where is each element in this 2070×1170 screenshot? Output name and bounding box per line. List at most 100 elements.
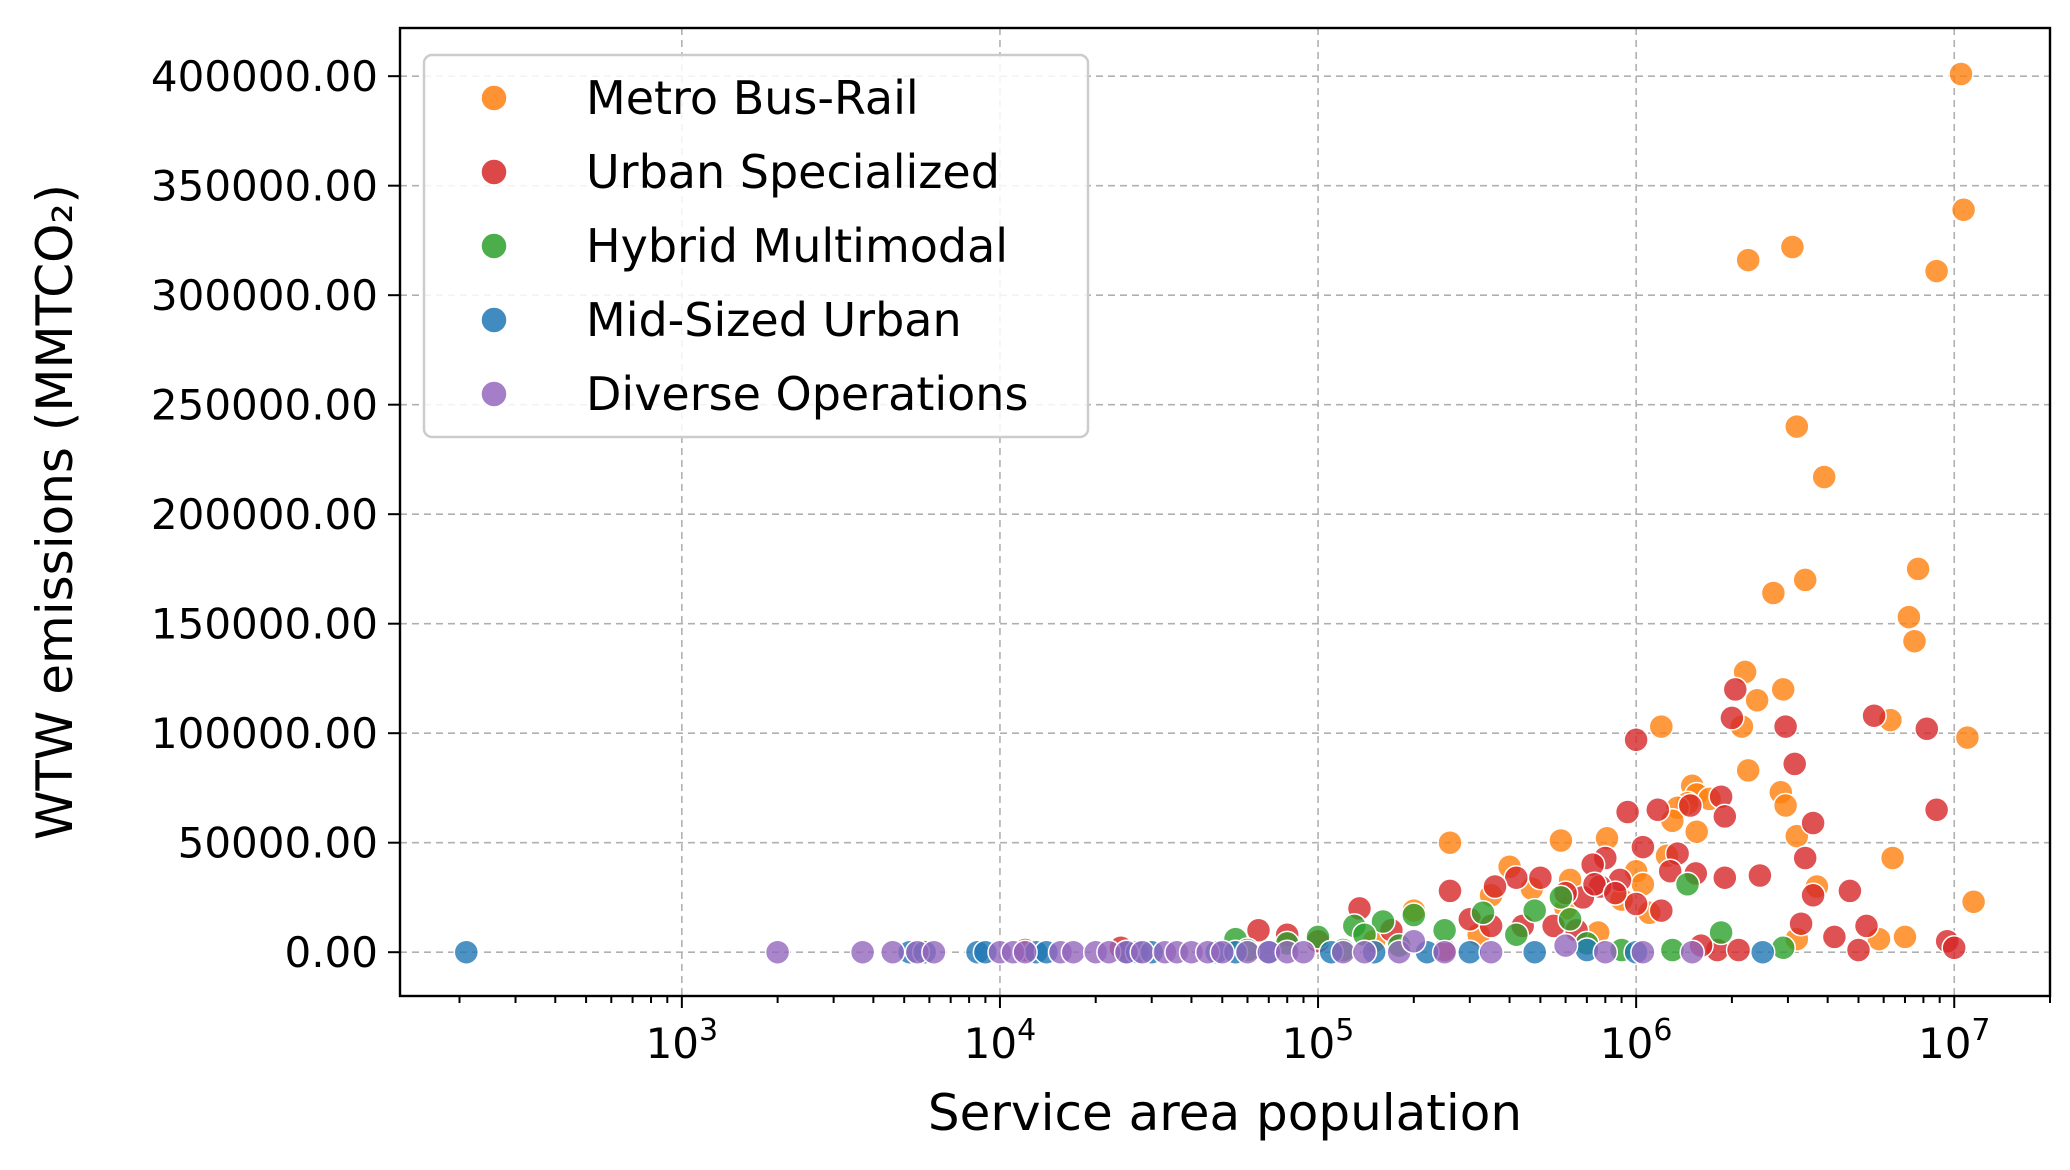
data-point	[1800, 882, 1826, 909]
data-point	[1478, 939, 1504, 965]
data-point	[1431, 917, 1458, 944]
legend-marker	[480, 380, 508, 408]
data-point	[1431, 939, 1458, 965]
data-point	[1351, 939, 1378, 965]
data-point	[879, 939, 906, 965]
y-tick-label: 50000.00	[178, 819, 378, 868]
data-point	[764, 939, 791, 965]
data-point	[1645, 797, 1671, 823]
data-point	[1503, 921, 1530, 948]
legend-marker	[480, 306, 508, 334]
data-point	[1954, 724, 1981, 751]
data-point	[1735, 247, 1761, 273]
data-point	[1845, 937, 1872, 963]
y-axis-label: WTW emissions (MMTCO₂)	[26, 184, 84, 840]
data-point	[1792, 567, 1818, 593]
data-point	[1330, 939, 1356, 965]
data-point	[1811, 464, 1837, 490]
data-point	[1712, 864, 1738, 891]
x-tick-label: 107	[1918, 1013, 1991, 1068]
data-point	[1948, 61, 1974, 87]
data-point	[1712, 803, 1738, 830]
data-point	[1744, 687, 1770, 714]
data-point	[1592, 939, 1619, 965]
data-point	[1923, 258, 1950, 284]
data-point	[1503, 864, 1530, 891]
data-point	[1482, 873, 1508, 900]
data-point	[1772, 792, 1799, 819]
data-point	[1557, 906, 1583, 933]
data-point	[1905, 556, 1931, 582]
y-tick-label: 350000.00	[151, 162, 378, 211]
data-point	[1521, 939, 1548, 965]
data-point	[1623, 891, 1649, 917]
legend-label: Metro Bus-Rail	[586, 71, 919, 125]
x-tick-label: 104	[964, 1013, 1037, 1068]
data-point	[1853, 913, 1880, 939]
legend-label: Hybrid Multimodal	[586, 219, 1008, 273]
data-point	[1861, 702, 1887, 729]
data-point	[1960, 889, 1987, 915]
data-point	[1879, 845, 1906, 871]
data-point	[1548, 884, 1574, 911]
y-tick-label: 250000.00	[151, 381, 378, 430]
data-point	[1770, 676, 1796, 703]
y-tick-label: 150000.00	[151, 600, 378, 649]
data-point	[1234, 939, 1261, 965]
data-point	[1914, 716, 1940, 742]
data-point	[1708, 919, 1734, 946]
x-tick-label: 106	[1600, 1013, 1673, 1068]
legend-marker	[480, 158, 508, 186]
data-point	[1725, 937, 1752, 963]
data-point	[1437, 878, 1463, 904]
legend-label: Urban Specialized	[586, 145, 1000, 199]
data-point	[1679, 939, 1705, 965]
data-point	[1923, 797, 1950, 823]
data-point	[1548, 827, 1574, 854]
data-point	[1614, 799, 1641, 825]
data-point	[1129, 939, 1155, 965]
data-point	[1941, 935, 1967, 961]
data-point	[1521, 897, 1548, 924]
data-point	[1401, 902, 1427, 928]
data-point	[1837, 878, 1863, 904]
legend-label: Mid-Sized Urban	[586, 293, 962, 347]
data-point	[1892, 924, 1918, 950]
legend-box	[422, 53, 1090, 439]
data-point	[1719, 705, 1745, 731]
data-point	[1781, 751, 1808, 777]
data-point	[1648, 897, 1675, 924]
data-point	[1370, 908, 1396, 935]
data-point	[1623, 727, 1649, 753]
data-point	[1245, 917, 1272, 944]
data-point	[849, 939, 876, 965]
x-tick-label: 103	[646, 1013, 719, 1068]
x-axis-label: Service area population	[928, 1084, 1522, 1142]
data-point	[1674, 871, 1701, 898]
data-point	[1209, 939, 1236, 965]
y-tick-label: 0.00	[284, 928, 378, 977]
data-point	[1784, 413, 1810, 440]
data-point	[1457, 939, 1483, 965]
data-point	[1788, 910, 1814, 937]
data-point	[1722, 676, 1749, 703]
legend-marker	[480, 84, 508, 112]
data-point	[1821, 924, 1848, 950]
legend-marker	[480, 232, 508, 260]
data-point	[1683, 818, 1710, 845]
data-point	[1648, 713, 1675, 740]
data-point	[1779, 234, 1806, 260]
y-tick-label: 100000.00	[151, 709, 378, 758]
data-point	[1437, 829, 1463, 856]
data-point	[1527, 864, 1554, 891]
y-tick-label: 300000.00	[151, 271, 378, 320]
data-point	[1012, 939, 1038, 965]
data-point	[1896, 604, 1922, 630]
data-point	[1602, 880, 1629, 906]
data-point	[453, 939, 480, 965]
y-tick-label: 400000.00	[151, 52, 378, 101]
data-point	[1760, 580, 1787, 606]
data-points	[453, 61, 1987, 965]
data-point	[1772, 713, 1799, 740]
